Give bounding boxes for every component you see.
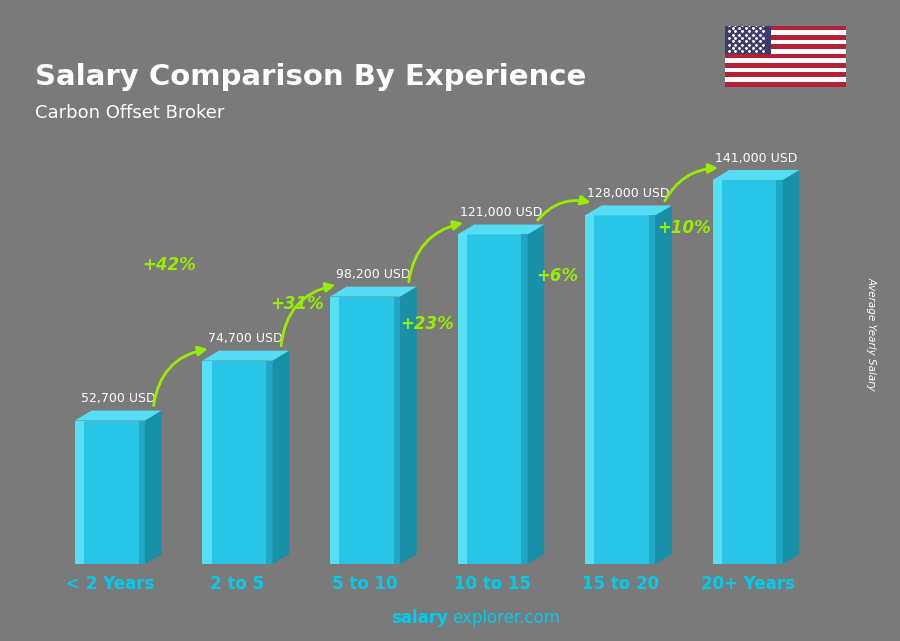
Polygon shape [273,351,289,564]
Bar [394,297,400,564]
Bar [457,235,466,564]
Bar [330,297,339,564]
Text: 74,700 USD: 74,700 USD [209,333,284,345]
Text: Salary Comparison By Experience: Salary Comparison By Experience [35,63,587,91]
Polygon shape [202,351,289,361]
Polygon shape [457,224,544,235]
Text: Average Yearly Salary: Average Yearly Salary [866,276,877,390]
Text: 52,700 USD: 52,700 USD [81,392,156,405]
Text: +42%: +42% [142,256,196,274]
Bar [202,361,211,564]
Bar [724,68,846,72]
Bar [266,361,273,564]
Bar [724,82,846,87]
Bar [724,30,846,35]
Polygon shape [585,206,671,215]
Bar [585,215,655,564]
Bar [724,72,846,77]
Polygon shape [145,411,162,564]
Bar [75,420,145,564]
Polygon shape [713,170,799,180]
Polygon shape [75,411,162,420]
Bar [777,180,783,564]
Bar [724,63,846,68]
Text: 98,200 USD: 98,200 USD [336,269,410,281]
Bar [724,58,846,63]
Bar [330,297,400,564]
Bar [75,420,84,564]
Polygon shape [783,170,799,564]
Bar [521,235,527,564]
Text: +10%: +10% [658,219,711,237]
Bar [724,26,770,54]
Polygon shape [330,287,417,297]
Polygon shape [655,206,671,564]
Text: Carbon Offset Broker: Carbon Offset Broker [35,104,224,122]
Bar [202,361,273,564]
Bar [724,26,846,30]
Bar [585,215,594,564]
Text: +23%: +23% [400,315,454,333]
Text: explorer.com: explorer.com [452,609,560,627]
Bar [724,40,846,44]
Bar [724,44,846,49]
Bar [724,35,846,40]
Text: 121,000 USD: 121,000 USD [460,206,542,219]
Polygon shape [400,287,417,564]
Text: 128,000 USD: 128,000 USD [587,187,670,200]
Text: +31%: +31% [270,296,324,313]
Polygon shape [527,224,544,564]
Bar [713,180,783,564]
Bar [724,77,846,82]
Bar [139,420,145,564]
Text: +6%: +6% [536,267,578,285]
Text: 141,000 USD: 141,000 USD [715,152,797,165]
Bar [457,235,527,564]
Text: salary: salary [392,609,448,627]
Bar [724,49,846,54]
Bar [724,54,846,58]
Bar [713,180,722,564]
Bar [649,215,655,564]
